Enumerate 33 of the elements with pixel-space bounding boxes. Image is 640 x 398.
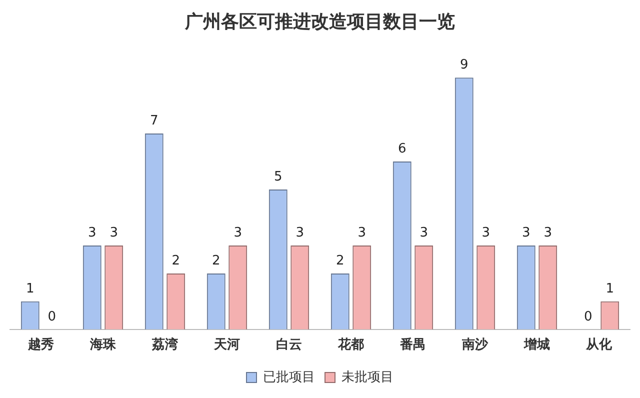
data-label: 1: [26, 281, 34, 296]
data-label: 3: [110, 225, 118, 240]
x-tick-label: 花都: [337, 338, 364, 353]
data-label: 2: [212, 253, 220, 268]
x-tick-label: 天河: [213, 338, 240, 353]
x-tick-label: 海珠: [89, 338, 117, 353]
data-label: 3: [358, 225, 366, 240]
legend-label: 已批项目: [263, 370, 315, 385]
data-label: 7: [150, 113, 158, 128]
data-label: 2: [336, 253, 344, 268]
data-label: 1: [606, 281, 614, 296]
x-tick-label: 番禺: [399, 336, 426, 353]
x-tick-label: 南沙: [461, 338, 489, 353]
data-label: 3: [234, 225, 242, 240]
data-label: 6: [398, 141, 406, 156]
data-label: 5: [274, 169, 282, 184]
data-label: 0: [584, 309, 592, 324]
data-label: 3: [544, 225, 552, 240]
x-tick-label: 从化: [585, 338, 613, 353]
x-tick-label: 增城: [523, 338, 550, 353]
data-label: 2: [172, 253, 180, 268]
x-tick-label: 越秀: [27, 336, 54, 353]
data-label: 0: [48, 309, 56, 324]
legend-label: 未批项目: [342, 370, 394, 385]
x-tick-label: 荔湾: [151, 336, 178, 353]
data-label: 3: [482, 225, 490, 240]
data-label: 3: [420, 225, 428, 240]
data-label: 3: [88, 225, 96, 240]
chart-title: 广州各区可推进改造项目数目一览: [184, 11, 455, 32]
data-label: 3: [522, 225, 530, 240]
data-label: 9: [460, 57, 468, 72]
x-tick-label: 白云: [276, 338, 302, 353]
data-label: 3: [296, 225, 304, 240]
